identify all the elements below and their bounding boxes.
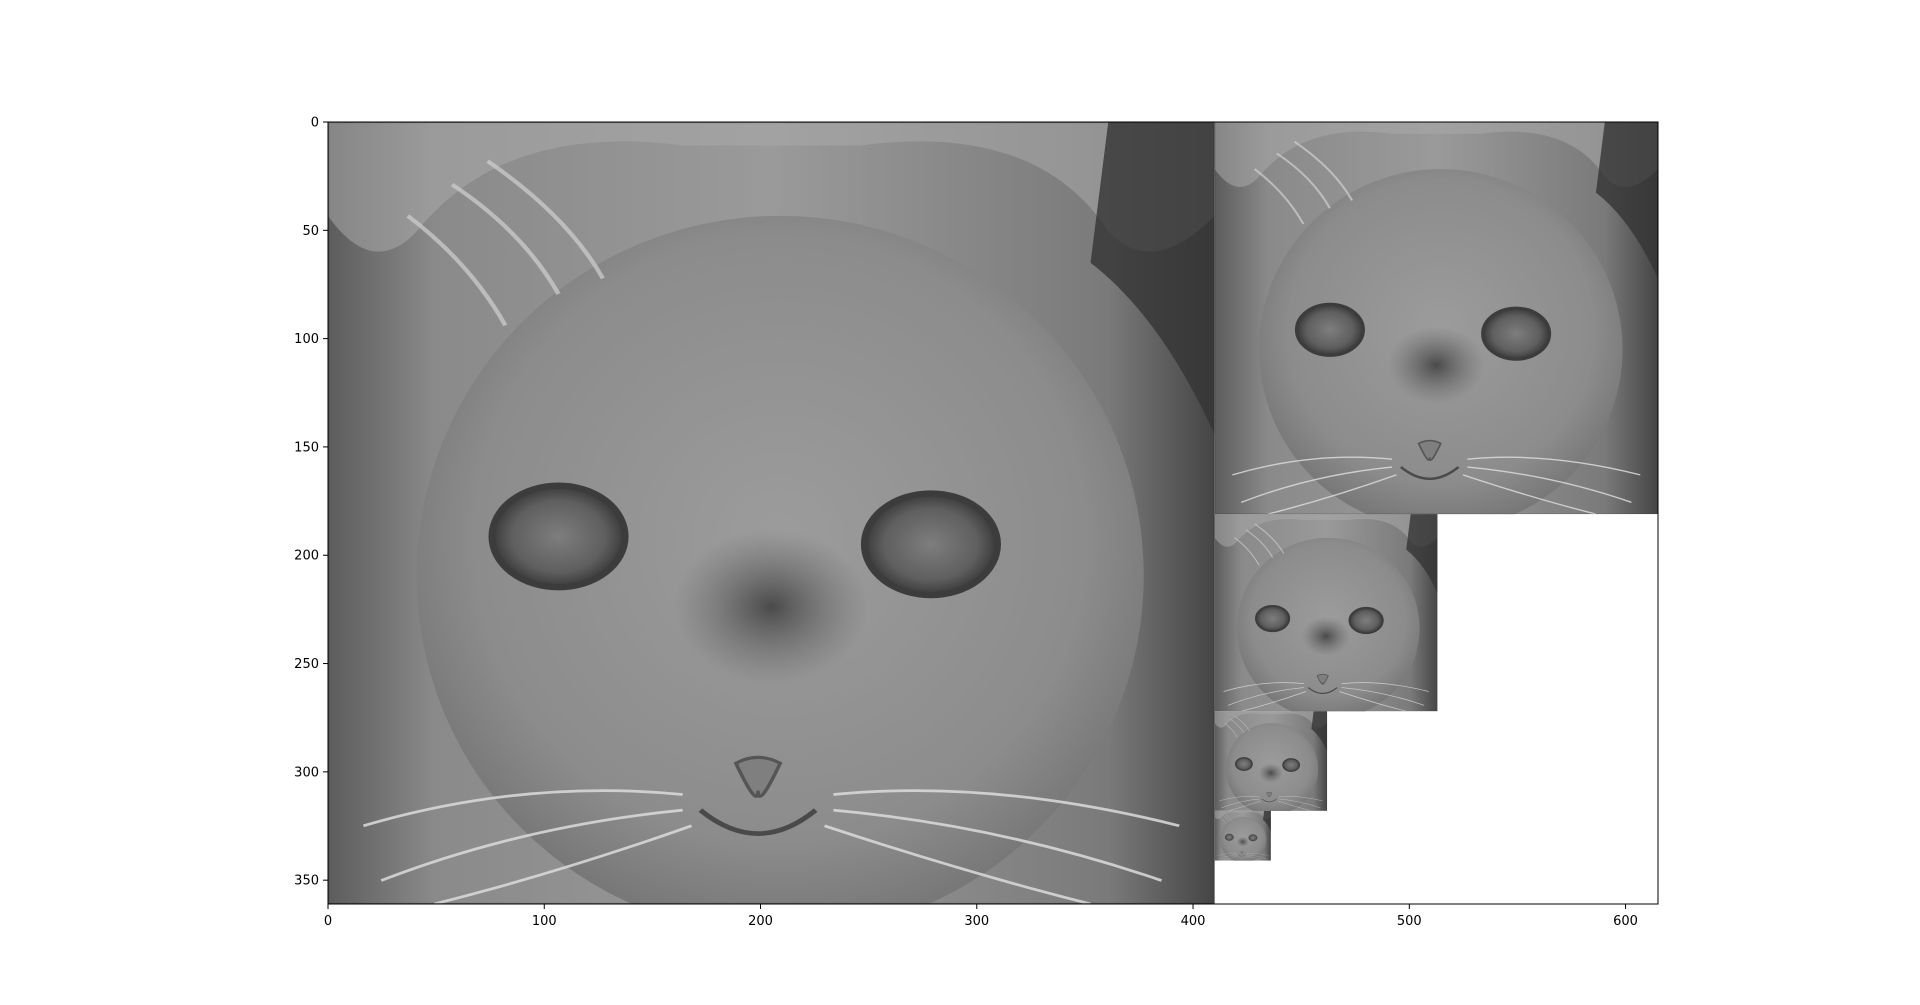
y-tick-label: 50 xyxy=(302,224,319,239)
y-tick-label: 150 xyxy=(294,440,319,455)
pyramid-images xyxy=(328,122,1658,935)
axes-frame xyxy=(327,121,1659,905)
x-tick-label: 400 xyxy=(1181,914,1206,929)
x-tick-label: 200 xyxy=(748,914,773,929)
y-tick-label: 200 xyxy=(294,549,319,564)
y-tick-label: 350 xyxy=(294,874,319,889)
pyramid-level-1 xyxy=(1215,122,1658,530)
pyramid-level-2 xyxy=(1214,514,1438,712)
y-tick-label: 300 xyxy=(294,765,319,780)
y-tick-label: 100 xyxy=(294,332,319,347)
y-tick-label: 0 xyxy=(311,116,319,131)
x-tick-label: 500 xyxy=(1397,914,1422,929)
pyramid-level-4 xyxy=(1214,810,1271,861)
pyramid-level-0 xyxy=(328,122,1215,935)
x-tick-label: 100 xyxy=(532,914,557,929)
x-tick-label: 0 xyxy=(324,914,332,929)
x-axis: 0 100 200 300 400 500 600 xyxy=(324,904,1638,929)
x-tick-label: 300 xyxy=(964,914,989,929)
y-tick-label: 250 xyxy=(294,657,319,672)
y-axis: 0 50 100 150 200 250 300 350 xyxy=(294,116,328,889)
x-tick-label: 600 xyxy=(1613,914,1638,929)
pyramid-level-3 xyxy=(1214,711,1328,811)
